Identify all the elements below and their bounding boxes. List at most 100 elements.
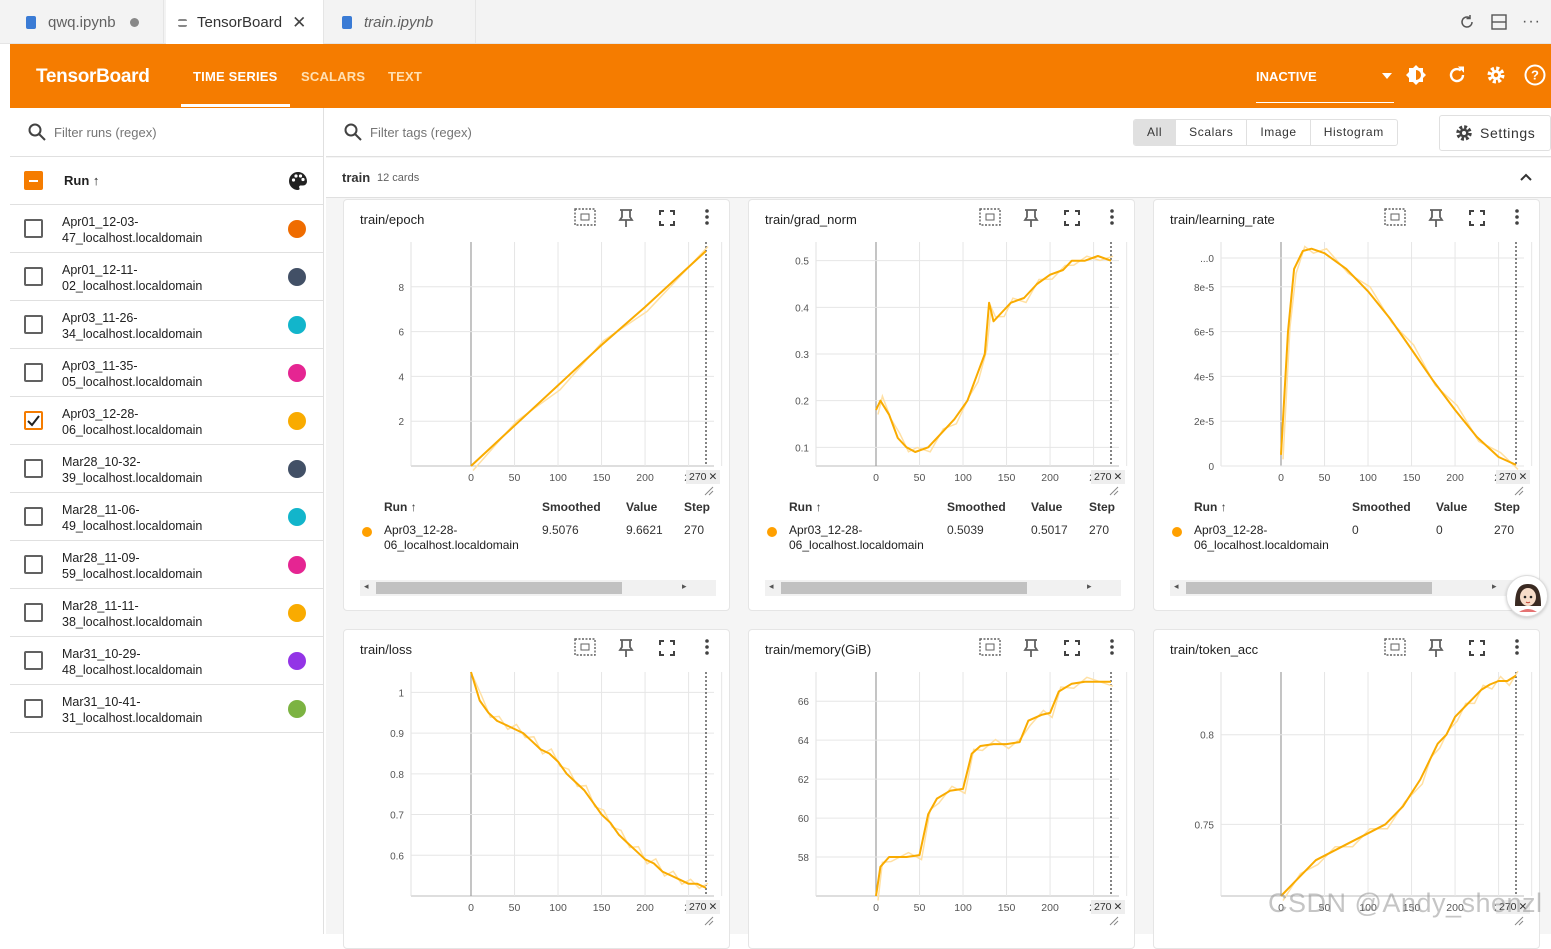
step-chip[interactable]: 270 ✕ [1496,900,1531,914]
pin-icon[interactable] [1023,638,1039,658]
select-all-checkbox[interactable] [24,171,43,190]
run-row[interactable]: Mar28_11-06- 49_localhost.localdomain [10,493,323,541]
horizontal-scrollbar[interactable]: ◂ ▸ [1170,580,1526,596]
run-color-swatch[interactable] [288,268,306,286]
more-actions-icon[interactable]: ··· [1522,13,1541,30]
run-color-swatch[interactable] [288,412,306,430]
run-checkbox[interactable] [24,315,43,334]
run-color-swatch[interactable] [288,700,306,718]
run-row[interactable]: Mar28_11-11- 38_localhost.localdomain [10,589,323,637]
type-histogram-button[interactable]: Histogram [1323,125,1384,139]
type-all-button[interactable]: All [1134,120,1177,145]
run-row[interactable]: Mar31_10-41- 31_localhost.localdomain [10,685,323,733]
run-checkbox[interactable] [24,555,43,574]
run-column-header[interactable]: Run ↑ [1194,500,1227,514]
value-column-header[interactable]: Value [1436,500,1468,514]
card-group-header[interactable]: train 12 cards [326,158,1551,198]
more-vert-icon[interactable] [1514,638,1520,656]
fullscreen-icon[interactable] [1064,640,1080,656]
tab-text[interactable]: TEXT [388,69,423,84]
assistant-avatar[interactable] [1506,575,1548,617]
fit-domain-icon[interactable] [979,638,1001,656]
reload-status-select[interactable]: INACTIVE [1256,69,1317,84]
scroll-right-icon[interactable]: ▸ [682,581,687,591]
value-column-header[interactable]: Value [626,500,658,514]
fit-domain-icon[interactable] [1384,208,1406,226]
resize-handle-icon[interactable] [704,916,714,926]
scrollbar-thumb[interactable] [1186,582,1432,594]
close-icon[interactable]: ✕ [708,471,718,483]
resize-handle-icon[interactable] [1514,486,1524,496]
close-icon[interactable]: ✕ [1518,901,1528,913]
chevron-down-icon[interactable] [1382,73,1392,79]
smoothed-column-header[interactable]: Smoothed [542,500,601,514]
tab-time-series[interactable]: TIME SERIES [193,69,278,84]
close-icon[interactable]: ✕ [292,12,307,32]
run-color-swatch[interactable] [288,556,306,574]
run-checkbox[interactable] [24,219,43,238]
run-column-header[interactable]: Run ↑ [64,173,100,188]
fullscreen-icon[interactable] [659,640,675,656]
run-checkbox[interactable] [24,699,43,718]
scroll-left-icon[interactable]: ◂ [769,581,774,591]
fit-domain-icon[interactable] [574,638,596,656]
scroll-left-icon[interactable]: ◂ [364,581,369,591]
pin-icon[interactable] [618,638,634,658]
refresh-icon[interactable] [1458,13,1476,31]
tab-scalars[interactable]: SCALARS [301,69,366,84]
run-color-swatch[interactable] [288,220,306,238]
value-column-header[interactable]: Value [1031,500,1063,514]
refresh-icon[interactable] [1446,64,1468,86]
type-image-button[interactable]: Image [1247,120,1311,145]
step-chip[interactable]: 270 ✕ [686,470,721,484]
run-row[interactable]: Mar28_11-09- 59_localhost.localdomain [10,541,323,589]
fullscreen-icon[interactable] [659,210,675,226]
scrollbar-thumb[interactable] [376,582,622,594]
run-row[interactable]: Apr01_12-11- 02_localhost.localdomain [10,253,323,301]
scroll-right-icon[interactable]: ▸ [1492,581,1497,591]
type-scalars-button[interactable]: Scalars [1176,120,1248,145]
fullscreen-icon[interactable] [1469,640,1485,656]
run-row[interactable]: Apr03_11-35- 05_localhost.localdomain [10,349,323,397]
scrollbar-thumb[interactable] [781,582,1027,594]
pin-icon[interactable] [1428,208,1444,228]
pin-icon[interactable] [1428,638,1444,658]
more-vert-icon[interactable] [704,208,710,226]
run-row[interactable]: Apr01_12-03- 47_localhost.localdomain [10,205,323,253]
run-color-swatch[interactable] [288,508,306,526]
fit-domain-icon[interactable] [1384,638,1406,656]
help-icon[interactable]: ? [1524,64,1546,86]
more-vert-icon[interactable] [704,638,710,656]
close-icon[interactable]: ✕ [1518,471,1528,483]
resize-handle-icon[interactable] [704,486,714,496]
close-icon[interactable]: ✕ [1113,901,1123,913]
editor-tab-train[interactable]: train.ipynb [330,0,476,44]
pin-icon[interactable] [1023,208,1039,228]
fullscreen-icon[interactable] [1469,210,1485,226]
step-chip[interactable]: 270 ✕ [1091,900,1126,914]
run-color-swatch[interactable] [288,316,306,334]
run-row[interactable]: Apr03_12-28- 06_localhost.localdomain [10,397,323,445]
run-row[interactable]: Mar31_10-29- 48_localhost.localdomain [10,637,323,685]
step-chip[interactable]: 270 ✕ [1496,470,1531,484]
fit-domain-icon[interactable] [979,208,1001,226]
chevron-up-icon[interactable] [1519,170,1533,184]
pin-icon[interactable] [618,208,634,228]
horizontal-scrollbar[interactable]: ◂ ▸ [765,580,1121,596]
run-column-header[interactable]: Run ↑ [384,500,417,514]
run-checkbox[interactable] [24,267,43,286]
run-checkbox[interactable] [24,651,43,670]
run-filter[interactable]: Filter runs (regex) [10,108,323,157]
modified-dot-icon[interactable] [129,17,139,27]
close-icon[interactable]: ✕ [1113,471,1123,483]
smoothed-column-header[interactable]: Smoothed [1352,500,1411,514]
fit-domain-icon[interactable] [574,208,596,226]
smoothed-column-header[interactable]: Smoothed [947,500,1006,514]
close-icon[interactable]: ✕ [708,901,718,913]
more-vert-icon[interactable] [1514,208,1520,226]
